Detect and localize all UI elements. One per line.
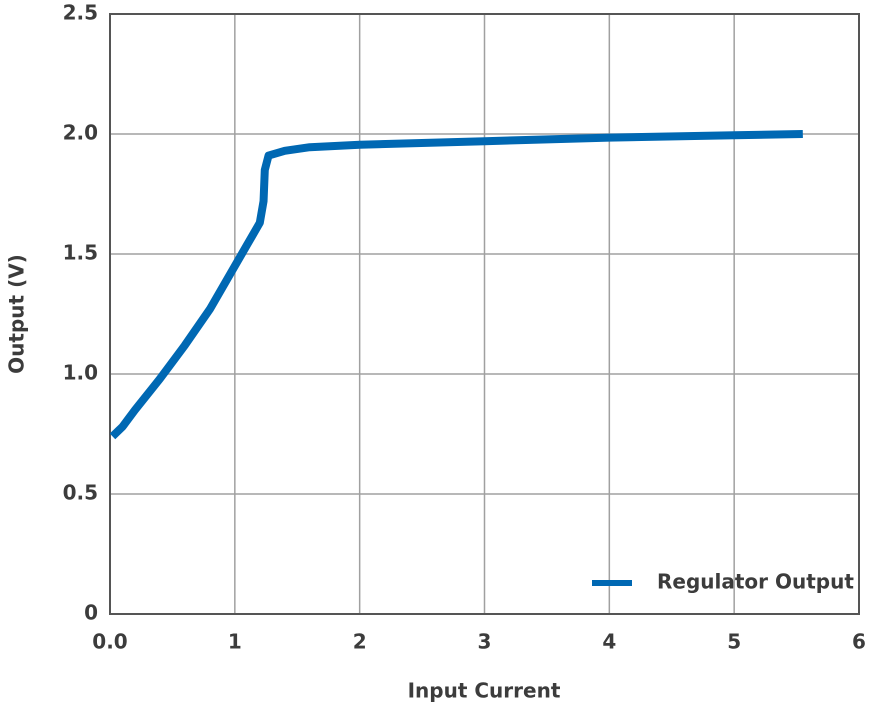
y-tick-label: 0.5 xyxy=(63,481,98,505)
data-line xyxy=(109,130,803,440)
y-tick-label: 2.5 xyxy=(63,1,98,25)
y-tick-label: 1.0 xyxy=(63,361,98,385)
x-tick-label: 1 xyxy=(228,630,242,654)
x-tick-label: 6 xyxy=(852,630,866,654)
y-tick-label: 2.0 xyxy=(63,121,98,145)
x-tick-label: 2 xyxy=(353,630,367,654)
x-tick-label: 3 xyxy=(478,630,492,654)
y-tick-label: 1.5 xyxy=(63,241,98,265)
x-tick-label: 4 xyxy=(602,630,616,654)
plot-frame xyxy=(109,13,860,615)
x-tick-label: 5 xyxy=(727,630,741,654)
legend-label: Regulator Output xyxy=(657,570,854,594)
y-tick-label: 0 xyxy=(84,601,98,625)
y-axis-label: Output (V) xyxy=(5,254,29,374)
x-tick-label: 0.0 xyxy=(92,630,127,654)
x-axis-label: Input Current xyxy=(408,679,561,703)
